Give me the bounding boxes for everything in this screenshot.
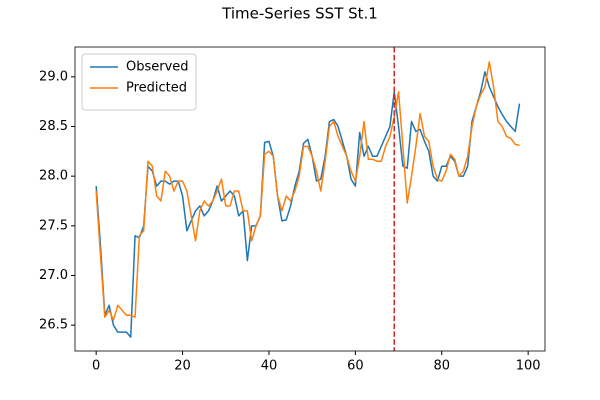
axes-frame [74, 46, 546, 352]
y-tick-label: 27.5 [39, 218, 68, 233]
legend-label: Predicted [126, 81, 187, 96]
y-tick-label: 27.0 [39, 268, 68, 283]
x-tick-label: 0 [92, 359, 100, 374]
x-tick-label: 40 [261, 359, 278, 374]
chart-title: Time-Series SST St.1 [221, 5, 378, 23]
y-tick-label: 29.0 [39, 69, 68, 84]
legend-box [81, 53, 197, 111]
x-tick-label: 100 [516, 359, 541, 374]
x-tick-label: 80 [433, 359, 450, 374]
legend-label: Observed [126, 60, 189, 75]
y-tick-label: 26.5 [39, 318, 68, 333]
y-tick-label: 28.5 [39, 119, 68, 134]
x-tick-label: 60 [347, 359, 364, 374]
y-tick-label: 28.0 [39, 169, 68, 184]
x-tick-label: 20 [174, 359, 191, 374]
series-line [95, 61, 520, 321]
